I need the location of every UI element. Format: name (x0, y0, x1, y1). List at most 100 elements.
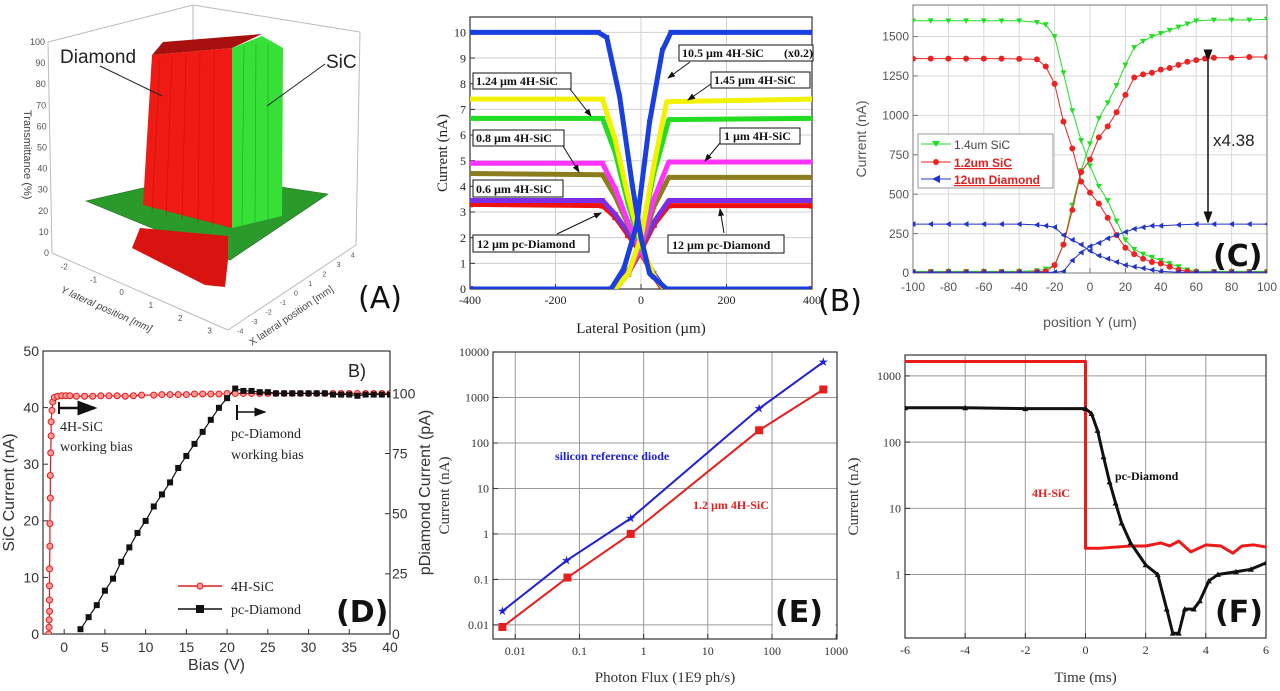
data-point (105, 392, 113, 400)
data-point (232, 385, 239, 392)
data-point (1060, 70, 1067, 76)
data-point (47, 432, 55, 440)
annotation-diamond-leader (99, 65, 163, 97)
triangle-left-icon (932, 175, 940, 183)
x-tick-label: 0 (638, 293, 644, 307)
data-point (1104, 214, 1111, 221)
x-axis-label: X lateral position [mm] (248, 284, 336, 349)
data-point (1051, 224, 1057, 231)
data-point (599, 172, 606, 178)
data-point (1175, 269, 1181, 273)
data-point (809, 29, 812, 36)
data-point (1051, 269, 1057, 273)
data-point (1166, 27, 1173, 34)
data-point (1246, 269, 1252, 273)
data-point (754, 403, 764, 413)
series-line (905, 360, 1266, 555)
data-point (101, 587, 108, 594)
series-13 (470, 29, 812, 289)
data-point (650, 219, 657, 225)
data-point (497, 606, 507, 616)
y-tick-label: 10 (454, 26, 466, 40)
data-point (998, 221, 1004, 228)
data-point (1264, 54, 1267, 61)
data-point (980, 269, 987, 273)
data-point (1069, 236, 1075, 243)
data-point (470, 115, 473, 122)
data-point (809, 202, 812, 209)
data-point (272, 390, 279, 397)
plot-frame (42, 350, 391, 635)
data-point (1122, 237, 1129, 243)
x-tick-label: -80 (940, 280, 958, 294)
data-point (646, 270, 652, 277)
data-point (1033, 19, 1040, 26)
x-tick-label: 20 (1119, 280, 1133, 294)
data-point (1113, 232, 1119, 239)
series-line (470, 29, 812, 289)
data-point (1140, 265, 1146, 272)
y-tick-label: 1 (149, 301, 154, 310)
data-point (1087, 189, 1093, 196)
y-tick-label: -1 (90, 275, 98, 284)
data-point (1100, 453, 1107, 460)
x-tick-label: -400 (459, 293, 481, 307)
z-tick-label: 10 (39, 227, 49, 237)
y-tick-label: 40 (23, 400, 39, 416)
data-point (47, 449, 55, 457)
diamond-working-bias-label-2: working bias (231, 448, 304, 463)
x-tick-label: 15 (179, 639, 195, 655)
label-box-1-24um: 1.24 µm 4H-SiC (472, 72, 592, 117)
data-point (659, 47, 666, 54)
data-point (1113, 258, 1119, 265)
x-tick-label: -6 (900, 643, 910, 657)
data-point (945, 221, 951, 228)
y-tick-label: 0 (119, 288, 124, 297)
x-tick-label: 2 (1143, 643, 1149, 657)
data-point (1184, 21, 1191, 27)
data-point (1142, 561, 1149, 568)
data-point (1016, 55, 1023, 62)
data-point (650, 162, 657, 169)
data-point (1157, 66, 1164, 73)
data-point (1087, 247, 1093, 254)
data-point (1016, 221, 1022, 228)
annotation-diamond: Diamond (60, 47, 136, 68)
panel-label-d: (D) (336, 595, 388, 630)
data-point (470, 160, 473, 167)
data-point (470, 29, 473, 36)
x-axis-label: position Y (um) (1043, 314, 1137, 330)
data-point (1175, 61, 1182, 68)
data-point (612, 212, 619, 218)
data-point (256, 389, 263, 396)
y-tick-label: 1250 (882, 69, 909, 83)
data-point (1210, 269, 1217, 273)
data-point (470, 171, 473, 177)
data-point (158, 491, 165, 498)
data-point (1210, 221, 1217, 228)
series-1 (77, 385, 390, 633)
panel-label-a: (A) (358, 281, 402, 316)
data-point (998, 55, 1005, 62)
data-point (755, 426, 764, 435)
x-tick-label: -2 (1020, 643, 1030, 657)
series-0 (905, 360, 1266, 555)
data-point (818, 357, 828, 366)
y-tick-label: 0.01 (468, 618, 489, 632)
data-point (129, 392, 137, 400)
data-point (142, 517, 149, 524)
legend-item-pc-diamond: pc-Diamond (178, 603, 301, 618)
data-point (1104, 123, 1111, 130)
data-point (305, 390, 312, 397)
data-point (905, 404, 908, 411)
data-point (85, 614, 92, 621)
y-tick-label: 50 (23, 343, 39, 359)
data-point (1087, 243, 1093, 250)
data-point (1042, 63, 1049, 70)
data-point (48, 406, 56, 414)
data-point (191, 390, 199, 398)
label-box-10-5um: 10.5 µm 4H-SiC (x0.2) (667, 44, 814, 79)
label-scale-note: (x0.2) (784, 46, 813, 60)
x-tick-label: -1 (280, 300, 286, 307)
